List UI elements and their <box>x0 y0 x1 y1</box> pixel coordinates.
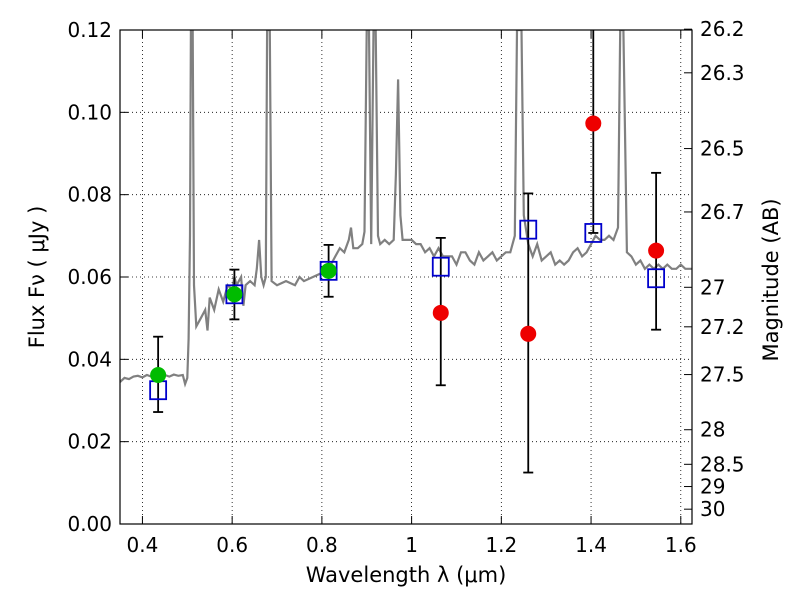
right-tick-label: 27.5 <box>700 363 745 387</box>
model-point-square <box>584 223 603 243</box>
y-tick-label: 0.04 <box>67 347 112 371</box>
y-tick-label: 0.10 <box>67 100 112 124</box>
model-point-square <box>431 256 450 277</box>
data-markers <box>149 115 666 401</box>
x-tick-label: 1.6 <box>665 533 697 557</box>
y-tick-label: 0.00 <box>67 512 112 536</box>
right-tick-label: 26.5 <box>700 137 745 161</box>
x-tick-label: 1.2 <box>485 533 517 557</box>
x-tick-label: 0.6 <box>216 533 248 557</box>
axis-ticks: 0.4 0.6 0.8 1 1.2 1.4 1.6 0.00 0.02 0.04 0.06 0.08 0… <box>67 17 744 557</box>
y-tick-label: 0.08 <box>67 183 112 207</box>
observed-point-circle <box>648 242 665 259</box>
right-tick-label: 26.3 <box>700 61 745 85</box>
y-tick-label: 0.02 <box>67 430 112 454</box>
observed-point-circle <box>226 286 243 303</box>
x-tick-label: 1.4 <box>575 533 607 557</box>
x-axis-label: Wavelength λ (μm) <box>306 563 507 587</box>
model-point-square <box>519 219 538 240</box>
x-tick-label: 1 <box>405 533 418 557</box>
model-spectrum-line <box>120 30 692 388</box>
right-tick-label: 27.2 <box>700 315 745 339</box>
right-axis-label: Magnitude (AB) <box>759 198 783 361</box>
observed-point-circle <box>585 115 602 132</box>
model-point-square <box>647 268 666 289</box>
observed-point-circle <box>150 366 167 383</box>
observed-point-circle <box>520 325 537 342</box>
right-tick-label: 27 <box>700 275 725 299</box>
observed-point-circle <box>320 262 337 279</box>
right-tick-label: 28 <box>700 418 725 442</box>
right-tick-label: 26.2 <box>700 17 745 41</box>
plot-area <box>120 30 692 388</box>
x-tick-label: 0.4 <box>127 533 159 557</box>
observed-point-circle <box>432 304 449 321</box>
right-tick-label: 28.5 <box>700 452 745 476</box>
y-axis-label: Flux Fν ( μJy ) <box>25 206 49 349</box>
right-tick-label: 29 <box>700 475 725 499</box>
right-tick-label: 26.7 <box>700 200 745 224</box>
right-tick-label: 30 <box>700 497 725 521</box>
x-tick-label: 0.8 <box>306 533 338 557</box>
y-tick-label: 0.06 <box>67 265 112 289</box>
y-tick-label: 0.12 <box>67 18 112 42</box>
